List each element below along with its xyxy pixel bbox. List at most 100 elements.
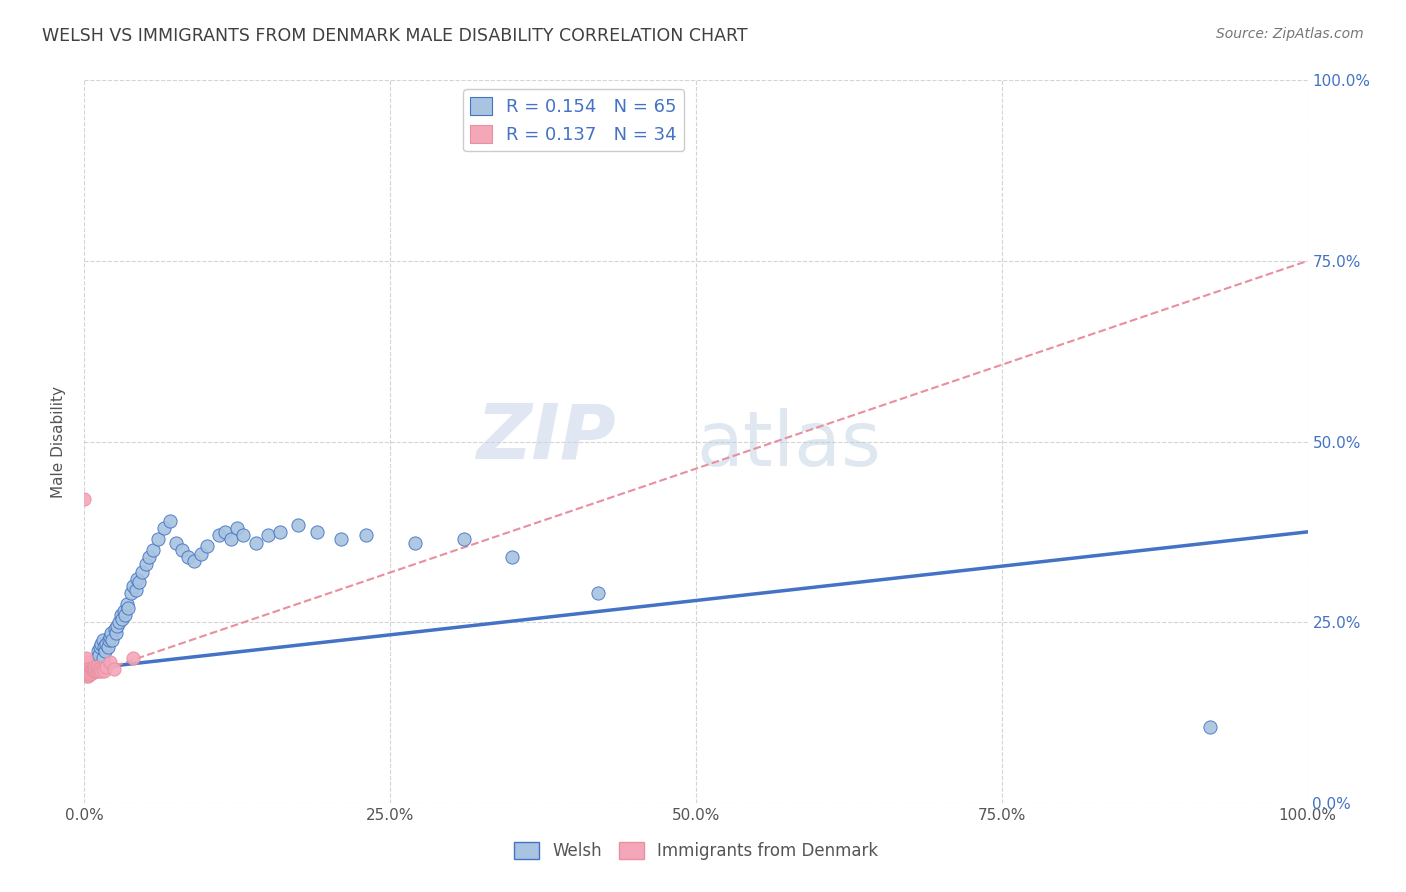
Point [287, 517, 309, 532]
Point [79, 664, 101, 678]
Point [94, 644, 117, 658]
Point [135, 558, 157, 572]
Point [195, 539, 218, 553]
Point [172, 542, 194, 557]
Point [84, 665, 107, 679]
Point [404, 535, 426, 549]
Point [125, 572, 148, 586]
Point [183, 554, 205, 568]
Point [190, 547, 212, 561]
Point [502, 550, 524, 565]
Point [114, 607, 136, 622]
Point [86, 655, 108, 669]
Legend: Welsh, Immigrants from Denmark: Welsh, Immigrants from Denmark [508, 835, 884, 867]
Point [103, 662, 125, 676]
Point [90, 637, 112, 651]
Point [269, 524, 291, 539]
Point [82, 662, 104, 676]
Point [89, 662, 111, 676]
Point [115, 597, 138, 611]
Point [73, 492, 96, 507]
Point [91, 662, 114, 676]
Point [97, 633, 120, 648]
Point [87, 648, 110, 662]
Point [77, 662, 100, 676]
Point [75, 651, 97, 665]
Point [91, 633, 114, 648]
Y-axis label: Male Disability: Male Disability [51, 385, 66, 498]
Point [131, 565, 153, 579]
Point [226, 521, 249, 535]
Point [101, 633, 124, 648]
Point [76, 665, 98, 680]
Point [105, 619, 128, 633]
Point [219, 532, 242, 546]
Point [83, 665, 105, 679]
Point [86, 665, 108, 679]
Point [245, 535, 267, 549]
Text: Source: ZipAtlas.com: Source: ZipAtlas.com [1216, 27, 1364, 41]
Point [453, 532, 475, 546]
Point [93, 640, 115, 655]
Point [111, 611, 134, 625]
Point [159, 514, 181, 528]
Text: atlas: atlas [696, 409, 880, 483]
Point [214, 524, 236, 539]
Point [96, 637, 118, 651]
Point [87, 662, 110, 676]
Point [76, 662, 98, 676]
Point [122, 579, 145, 593]
Text: WELSH VS IMMIGRANTS FROM DENMARK MALE DISABILITY CORRELATION CHART: WELSH VS IMMIGRANTS FROM DENMARK MALE DI… [42, 27, 748, 45]
Point [77, 669, 100, 683]
Point [354, 528, 377, 542]
Point [120, 586, 142, 600]
Point [122, 651, 145, 665]
Point [107, 615, 129, 630]
Point [86, 660, 108, 674]
Point [1198, 720, 1220, 734]
Point [90, 664, 112, 678]
Point [91, 651, 114, 665]
Point [98, 655, 121, 669]
Point [117, 600, 139, 615]
Point [75, 655, 97, 669]
Point [105, 626, 128, 640]
Point [87, 644, 110, 658]
Point [128, 575, 150, 590]
Point [77, 667, 100, 681]
Point [146, 532, 169, 546]
Point [177, 550, 200, 565]
Point [104, 623, 127, 637]
Point [86, 651, 108, 665]
Point [82, 664, 104, 678]
Text: ZIP: ZIP [477, 401, 616, 475]
Point [77, 665, 100, 680]
Point [79, 655, 101, 669]
Point [305, 524, 328, 539]
Point [98, 630, 121, 644]
Point [96, 660, 118, 674]
Point [208, 528, 231, 542]
Point [93, 664, 115, 678]
Point [153, 521, 176, 535]
Point [76, 669, 98, 683]
Point [84, 664, 107, 678]
Point [232, 528, 254, 542]
Point [84, 662, 107, 676]
Point [79, 667, 101, 681]
Point [165, 535, 187, 549]
Point [142, 542, 165, 557]
Point [97, 640, 120, 655]
Point [257, 528, 280, 542]
Point [83, 660, 105, 674]
Point [330, 532, 353, 546]
Point [138, 550, 160, 565]
Point [125, 582, 148, 597]
Point [77, 665, 100, 680]
Point [89, 640, 111, 655]
Point [87, 664, 110, 678]
Point [110, 607, 132, 622]
Point [100, 626, 122, 640]
Point [80, 665, 103, 680]
Point [82, 658, 104, 673]
